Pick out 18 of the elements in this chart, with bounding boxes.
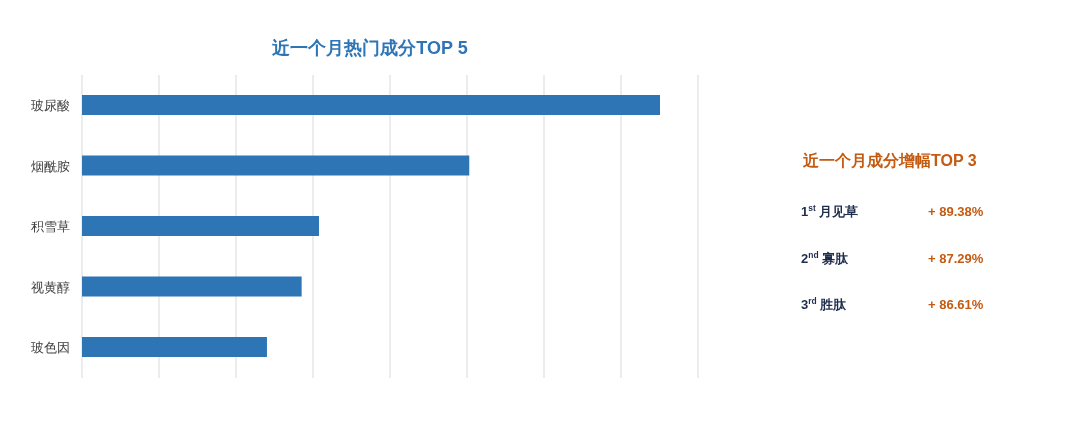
category-label: 2$^{nd}$ 寡肽 (801, 249, 850, 266)
bar (82, 95, 660, 115)
bar (82, 276, 302, 297)
bar (82, 155, 470, 176)
bar (82, 216, 319, 236)
data-label: + 86.61% (928, 297, 984, 312)
data-label: + 89.38% (928, 204, 984, 219)
y-tick-label: 烟酰胺 (31, 158, 70, 174)
text: 近一个月成分增幅TOP 3 (802, 152, 977, 169)
bar (82, 337, 267, 357)
y-tick-label: 视黄醇 (31, 279, 70, 295)
y-tick-label: 玻尿酸 (31, 98, 70, 113)
category-label: 3$^{rd}$ 胜肽 (801, 296, 848, 312)
data-label: + 87.29% (928, 250, 984, 266)
category-label: 1$^{st}$ 月见草 (801, 203, 859, 219)
y-tick-label: 积雪草 (31, 219, 70, 234)
chart-title: 近一个月热门成分TOP 5 (271, 38, 468, 58)
y-tick-label: 玻色因 (31, 340, 70, 355)
